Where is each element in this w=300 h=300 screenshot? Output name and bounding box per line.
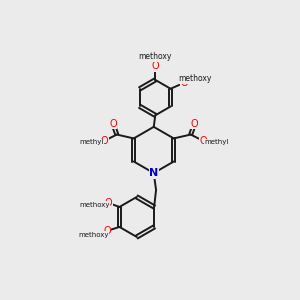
Text: methoxy: methoxy xyxy=(80,202,110,208)
Text: methyl: methyl xyxy=(205,139,229,145)
Text: O: O xyxy=(101,136,108,146)
Text: methoxy: methoxy xyxy=(139,52,172,61)
Text: O: O xyxy=(191,119,198,129)
Text: O: O xyxy=(105,198,112,208)
Text: methoxy: methoxy xyxy=(78,232,109,238)
Text: O: O xyxy=(109,119,117,129)
Text: O: O xyxy=(181,78,188,88)
Text: methyl: methyl xyxy=(79,139,104,145)
Text: O: O xyxy=(152,61,159,71)
Text: N: N xyxy=(149,168,158,178)
Text: methoxy: methoxy xyxy=(178,74,212,83)
Text: O: O xyxy=(103,226,111,236)
Text: O: O xyxy=(199,136,207,146)
